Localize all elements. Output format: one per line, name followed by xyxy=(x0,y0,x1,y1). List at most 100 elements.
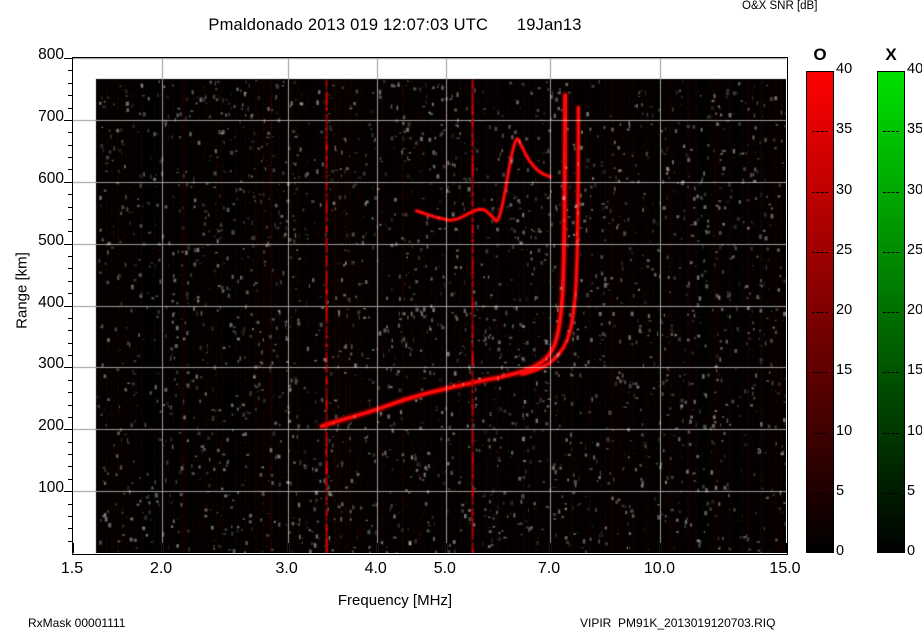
x-tick-minor xyxy=(627,547,629,553)
y-tick-major xyxy=(64,429,73,431)
colorbar-tick-label: 0 xyxy=(836,543,845,559)
colorbar-tick xyxy=(883,372,899,374)
y-tick-minor xyxy=(68,144,73,146)
colorbar-tick-label: 30 xyxy=(836,181,853,198)
y-tick-minor xyxy=(68,194,73,196)
x-tick-label: 3.0 xyxy=(275,560,298,577)
x-tick-minor xyxy=(502,547,504,553)
x-tick-minor xyxy=(591,547,593,553)
x-axis-title: Frequency [MHz] xyxy=(337,592,453,609)
colorbar-tick xyxy=(883,492,899,494)
x-tick-label: 10.0 xyxy=(643,560,675,577)
y-tick-minor xyxy=(68,404,73,406)
colorbar-tick-label: 25 xyxy=(907,241,922,258)
y-tick-minor xyxy=(68,528,73,530)
rxmask-label: RxMask 00001111 xyxy=(28,616,126,630)
y-axis-title: Range [km] xyxy=(13,252,31,329)
y-tick-label: 300 xyxy=(38,355,64,373)
y-tick-label: 600 xyxy=(38,169,64,187)
y-tick-label: 100 xyxy=(38,479,64,497)
colorbar-tick-label: 20 xyxy=(907,302,922,318)
colorbar-tick-label: 5 xyxy=(836,482,845,499)
y-tick-minor xyxy=(68,540,73,542)
y-tick-minor xyxy=(68,379,73,381)
colorbar-tick xyxy=(883,432,899,434)
y-tick-minor xyxy=(68,515,73,517)
colorbar-tick xyxy=(812,251,828,253)
colorbar-tick xyxy=(812,432,828,434)
colorbar-tick-label: 15 xyxy=(907,362,922,379)
y-tick-major xyxy=(64,58,73,59)
y-tick-minor xyxy=(68,70,73,72)
y-tick-minor xyxy=(68,454,73,455)
colorbar-tick-label: 5 xyxy=(907,482,916,499)
colorbar-tick xyxy=(812,131,828,133)
ionogram-plot-area[interactable] xyxy=(64,57,788,555)
ionogram-heatmap-canvas[interactable] xyxy=(73,58,786,553)
y-tick-label: 400 xyxy=(38,293,64,311)
y-tick-minor xyxy=(68,157,73,158)
y-tick-major xyxy=(64,305,73,307)
y-tick-minor xyxy=(68,107,73,109)
y-tick-minor xyxy=(68,280,73,282)
colorbar-supertitle: O&X SNR [dB] xyxy=(742,0,818,12)
colorbar-tick xyxy=(883,312,899,313)
colorbar-tick-label: 15 xyxy=(836,362,853,379)
x-tick-major xyxy=(786,543,787,553)
colorbar-tick xyxy=(812,372,828,374)
y-tick-minor xyxy=(68,132,73,134)
colorbar-tick xyxy=(883,131,899,133)
colorbar-tick xyxy=(812,191,828,193)
colorbar-tick xyxy=(812,492,828,494)
y-tick-major xyxy=(64,367,73,369)
y-tick-label: 500 xyxy=(38,231,64,249)
x-tick-label: 4.0 xyxy=(364,560,387,577)
y-tick-minor xyxy=(68,231,73,233)
colorbar-tick-label: 10 xyxy=(907,422,922,439)
x-tick-major xyxy=(445,543,447,553)
colorbar-tick xyxy=(812,312,828,313)
x-tick-major xyxy=(287,543,289,553)
x-tick-label: 7.0 xyxy=(537,560,561,577)
colorbar-tick xyxy=(883,191,899,193)
y-tick-minor xyxy=(68,392,73,394)
y-tick-minor xyxy=(68,466,73,468)
x-tick-major xyxy=(660,543,662,553)
x-tick-major xyxy=(550,543,551,553)
y-tick-minor xyxy=(68,169,73,171)
colorbar-tick-label: 0 xyxy=(907,543,916,559)
x-tick-major xyxy=(162,543,164,553)
x-tick-major xyxy=(376,543,378,553)
colorbar-x-title: X xyxy=(885,45,897,64)
colorbar-tick xyxy=(883,251,899,253)
y-tick-minor xyxy=(68,416,73,418)
y-tick-minor xyxy=(68,317,73,319)
y-tick-minor xyxy=(68,268,73,270)
colorbar-tick-label: 35 xyxy=(907,121,922,138)
y-tick-minor xyxy=(68,478,73,480)
colorbar-tick-label: 20 xyxy=(836,302,853,318)
colorbar-tick-label: 25 xyxy=(836,241,853,258)
page-title: Pmaldonado 2013 019 12:07:03 UTC 19Jan13 xyxy=(208,16,582,34)
y-tick-minor xyxy=(68,503,73,505)
source-file-label: VIPIR PM91K_2013019120703.RIQ xyxy=(580,616,776,630)
x-tick-label: 2.0 xyxy=(149,560,173,577)
y-tick-label: 200 xyxy=(38,417,64,435)
y-tick-minor xyxy=(68,256,73,257)
y-tick-minor xyxy=(68,355,73,356)
y-tick-label: 800 xyxy=(38,46,64,63)
y-tick-minor xyxy=(68,206,73,208)
y-tick-label: 700 xyxy=(38,107,64,125)
y-tick-minor xyxy=(68,218,73,220)
colorbar-tick-label: 40 xyxy=(836,61,853,77)
y-tick-major xyxy=(64,119,73,121)
colorbar-o-title: O xyxy=(813,45,827,64)
y-tick-minor xyxy=(68,441,73,443)
y-tick-minor xyxy=(68,82,73,84)
colorbar-tick-label: 35 xyxy=(836,121,853,138)
x-tick-major xyxy=(73,543,74,553)
y-tick-major xyxy=(64,243,73,245)
y-tick-minor xyxy=(68,342,73,344)
y-tick-minor xyxy=(68,95,73,97)
colorbar-tick-label: 30 xyxy=(907,181,922,198)
